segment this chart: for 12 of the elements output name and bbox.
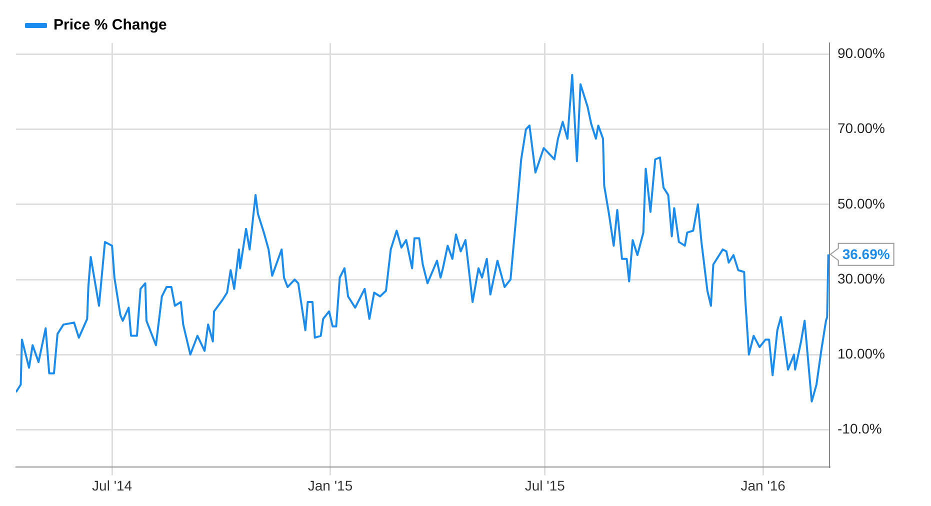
y-tick-label: 90.00% [838,45,885,62]
y-tick-label: 10.00% [838,345,885,362]
y-tick-label: 30.00% [838,270,885,286]
x-tick-label: Jul '14 [92,477,132,494]
y-tick-label: -10.0% [838,420,882,437]
y-tick-label: 70.00% [838,120,885,136]
annotation: 36.69% [842,246,890,262]
x-tick-label: Jan '16 [740,477,786,494]
x-tick-label: Jul '15 [524,477,566,494]
y-tick-label: 50.00% [838,195,885,212]
legend-label: Price % Change [54,16,167,34]
x-tick-label: Jan '15 [308,477,353,494]
